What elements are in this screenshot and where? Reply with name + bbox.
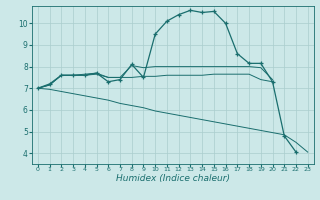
- X-axis label: Humidex (Indice chaleur): Humidex (Indice chaleur): [116, 174, 230, 183]
